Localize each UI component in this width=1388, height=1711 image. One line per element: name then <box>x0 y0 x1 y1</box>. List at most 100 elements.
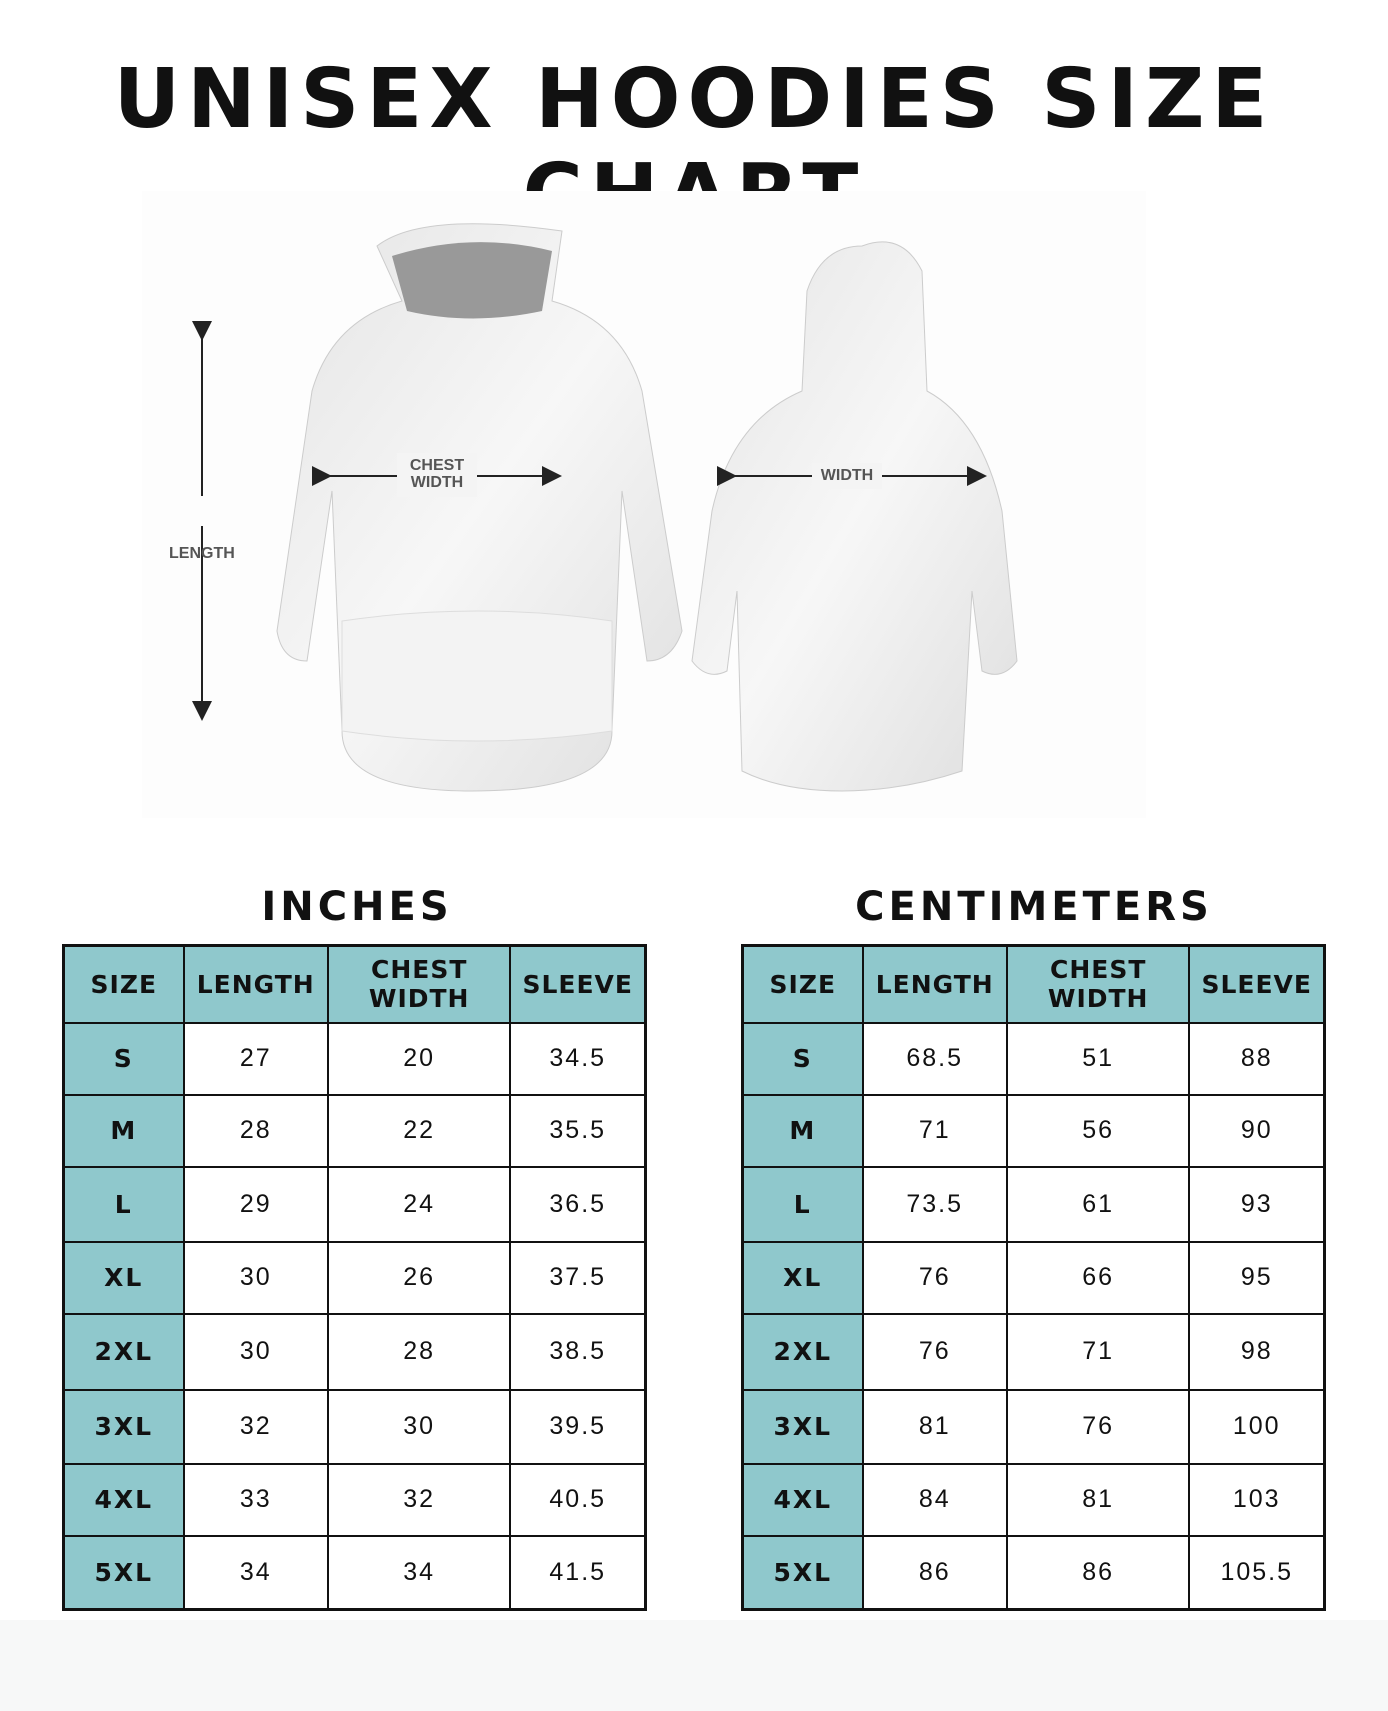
value-cell: 39.5 <box>509 1388 647 1465</box>
centimeters-table: SIZE LENGTH CHEST WIDTH SLEEVE S 68.5 51 88 M 71 5… <box>741 944 1326 1611</box>
value-cell: 73.5 <box>861 1165 1008 1243</box>
chest-label-line2: WIDTH <box>410 474 464 491</box>
column-header: SIZE <box>62 944 185 1024</box>
hoodie-diagram: LENGTH CHEST WIDTH WIDTH <box>142 191 1146 818</box>
value-cell: 28 <box>326 1312 512 1391</box>
value-cell: 76 <box>1005 1388 1191 1465</box>
value-cell: 41.5 <box>509 1534 647 1611</box>
table-row: XL 30 26 37.5 <box>62 1240 647 1315</box>
value-cell: 76 <box>861 1240 1008 1315</box>
value-cell: 34.5 <box>509 1021 647 1096</box>
column-header: SIZE <box>741 944 864 1024</box>
value-cell: 61 <box>1005 1165 1191 1243</box>
value-cell: 32 <box>326 1462 512 1537</box>
size-cell: S <box>741 1021 864 1096</box>
value-cell: 81 <box>1005 1462 1191 1537</box>
size-cell: M <box>741 1093 864 1168</box>
value-cell: 66 <box>1005 1240 1191 1315</box>
table-row: S 68.5 51 88 <box>741 1021 1326 1096</box>
size-cell: 2XL <box>741 1312 864 1391</box>
table-row: 4XL 33 32 40.5 <box>62 1462 647 1537</box>
table-row: M 71 56 90 <box>741 1093 1326 1168</box>
value-cell: 20 <box>326 1021 512 1096</box>
table-row: S 27 20 34.5 <box>62 1021 647 1096</box>
header-row: SIZE LENGTH CHEST WIDTH SLEEVE <box>62 944 647 1024</box>
value-cell: 56 <box>1005 1093 1191 1168</box>
value-cell: 71 <box>1005 1312 1191 1391</box>
chest-label-line1: CHEST <box>409 457 465 474</box>
size-cell: S <box>62 1021 185 1096</box>
size-cell: M <box>62 1093 185 1168</box>
value-cell: 93 <box>1188 1165 1326 1243</box>
value-cell: 90 <box>1188 1093 1326 1168</box>
column-header: CHEST WIDTH <box>1005 944 1191 1024</box>
header-row: SIZE LENGTH CHEST WIDTH SLEEVE <box>741 944 1326 1024</box>
value-cell: 86 <box>1005 1534 1191 1611</box>
chest-width-label: CHEST WIDTH <box>397 457 477 491</box>
column-header: LENGTH <box>182 944 329 1024</box>
value-cell: 84 <box>861 1462 1008 1537</box>
back-hoodie <box>691 241 1018 792</box>
back-width-label: WIDTH <box>820 467 874 484</box>
value-cell: 26 <box>326 1240 512 1315</box>
value-cell: 37.5 <box>509 1240 647 1315</box>
value-cell: 81 <box>861 1388 1008 1465</box>
value-cell: 51 <box>1005 1021 1191 1096</box>
table-row: 5XL 86 86 105.5 <box>741 1534 1326 1611</box>
size-cell: 5XL <box>741 1534 864 1611</box>
table-row: 3XL 32 30 39.5 <box>62 1388 647 1465</box>
value-cell: 22 <box>326 1093 512 1168</box>
value-cell: 29 <box>182 1165 329 1243</box>
column-header: CHEST WIDTH <box>326 944 512 1024</box>
value-cell: 105.5 <box>1188 1534 1326 1611</box>
value-cell: 30 <box>182 1312 329 1391</box>
size-cell: 3XL <box>741 1388 864 1465</box>
table-row: 2XL 30 28 38.5 <box>62 1312 647 1391</box>
size-cell: XL <box>62 1240 185 1315</box>
column-header: SLEEVE <box>509 944 647 1024</box>
front-hoodie <box>162 223 683 792</box>
value-cell: 38.5 <box>509 1312 647 1391</box>
table-row: XL 76 66 95 <box>741 1240 1326 1315</box>
table-row: L 73.5 61 93 <box>741 1165 1326 1243</box>
inches-table: SIZE LENGTH CHEST WIDTH SLEEVE S 27 20 34.5 M 28 2… <box>62 944 647 1611</box>
value-cell: 76 <box>861 1312 1008 1391</box>
value-cell: 40.5 <box>509 1462 647 1537</box>
size-cell: L <box>62 1165 185 1243</box>
value-cell: 32 <box>182 1388 329 1465</box>
value-cell: 34 <box>326 1534 512 1611</box>
size-cell: 2XL <box>62 1312 185 1391</box>
inches-heading: INCHES <box>261 884 453 930</box>
value-cell: 36.5 <box>509 1165 647 1243</box>
table-row: 5XL 34 34 41.5 <box>62 1534 647 1611</box>
value-cell: 30 <box>326 1388 512 1465</box>
size-cell: L <box>741 1165 864 1243</box>
value-cell: 30 <box>182 1240 329 1315</box>
column-header: LENGTH <box>861 944 1008 1024</box>
value-cell: 28 <box>182 1093 329 1168</box>
value-cell: 98 <box>1188 1312 1326 1391</box>
value-cell: 35.5 <box>509 1093 647 1168</box>
column-header: SLEEVE <box>1188 944 1326 1024</box>
value-cell: 95 <box>1188 1240 1326 1315</box>
table-row: M 28 22 35.5 <box>62 1093 647 1168</box>
size-cell: 4XL <box>741 1462 864 1537</box>
value-cell: 68.5 <box>861 1021 1008 1096</box>
value-cell: 34 <box>182 1534 329 1611</box>
table-row: L 29 24 36.5 <box>62 1165 647 1243</box>
size-cell: 5XL <box>62 1534 185 1611</box>
value-cell: 88 <box>1188 1021 1326 1096</box>
size-cell: XL <box>741 1240 864 1315</box>
value-cell: 71 <box>861 1093 1008 1168</box>
value-cell: 24 <box>326 1165 512 1243</box>
value-cell: 27 <box>182 1021 329 1096</box>
value-cell: 100 <box>1188 1388 1326 1465</box>
centimeters-heading: CENTIMETERS <box>855 884 1213 930</box>
table-row: 4XL 84 81 103 <box>741 1462 1326 1537</box>
value-cell: 103 <box>1188 1462 1326 1537</box>
value-cell: 33 <box>182 1462 329 1537</box>
table-row: 2XL 76 71 98 <box>741 1312 1326 1391</box>
size-cell: 4XL <box>62 1462 185 1537</box>
length-label: LENGTH <box>169 545 235 562</box>
table-row: 3XL 81 76 100 <box>741 1388 1326 1465</box>
